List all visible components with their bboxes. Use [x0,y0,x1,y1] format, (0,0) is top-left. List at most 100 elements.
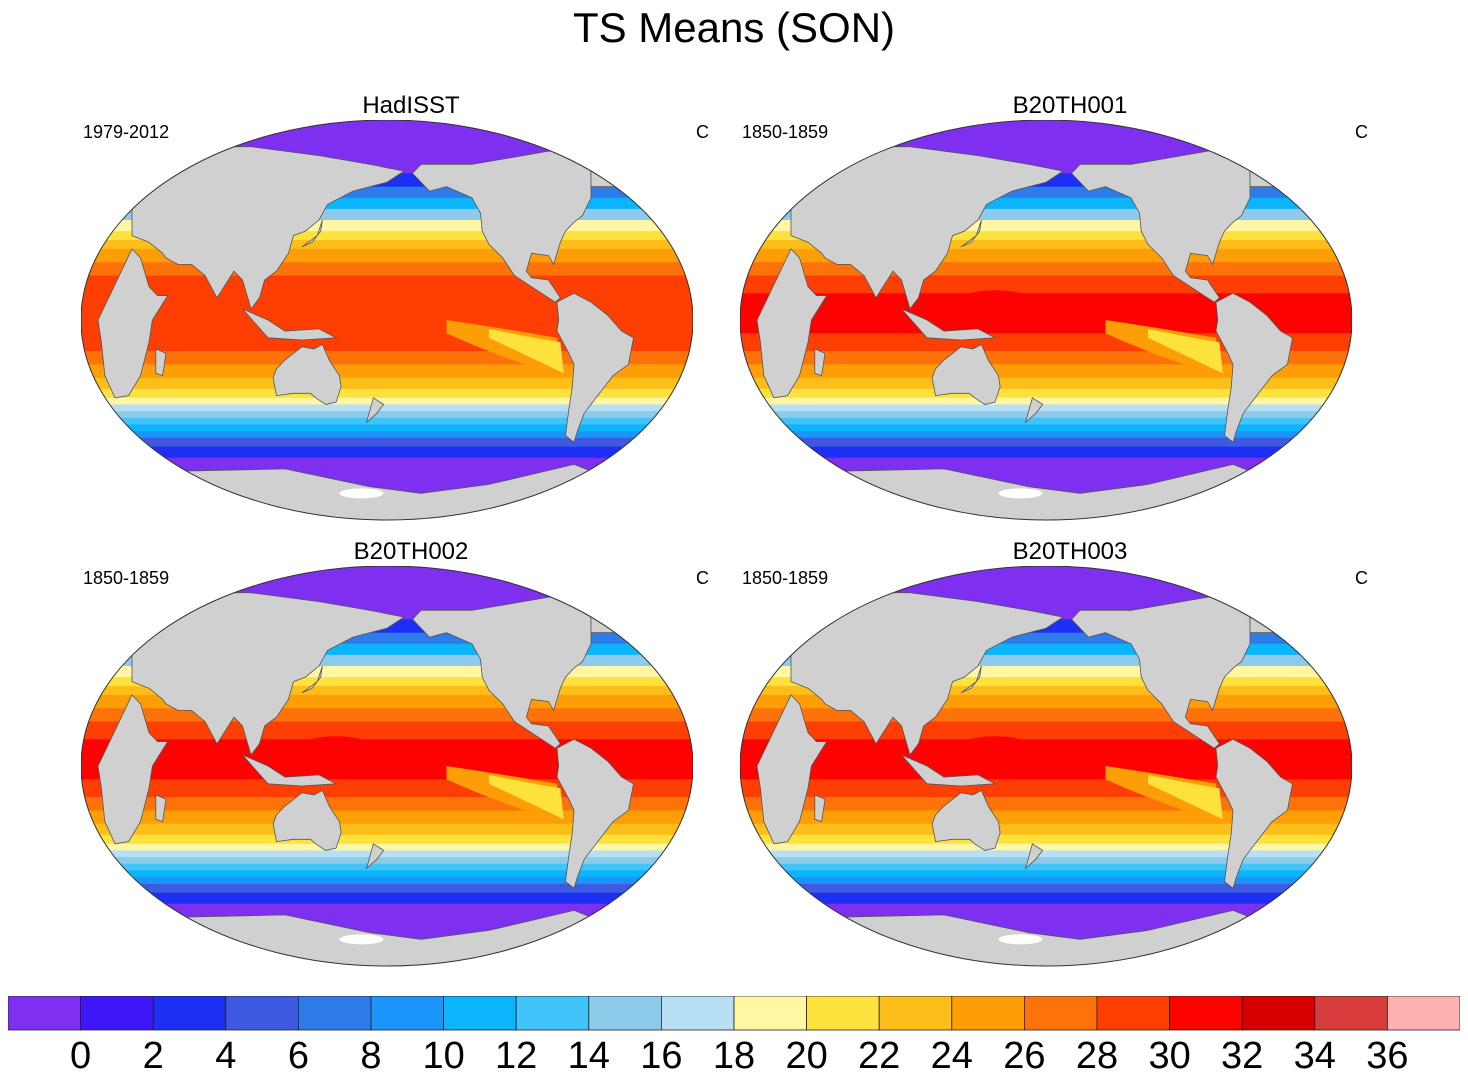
temperature-band [740,721,1352,740]
colorbar-tick-label: 8 [360,1035,382,1077]
panel-title: B20TH003 [1012,538,1128,565]
colorbar-swatch [225,996,299,1031]
warm-pool [957,290,1033,315]
sst-map [81,120,693,521]
colorbar-tick-label: 26 [1003,1035,1046,1077]
warm-pool [298,736,374,761]
colorbar-swatch [1024,996,1098,1031]
panel-period: 1850-1859 [742,568,829,588]
temperature-band [81,708,693,723]
temperature-band [740,863,1352,872]
ice-shelf [339,934,384,945]
temperature-band [740,262,1352,277]
temperature-band [81,120,693,174]
cold-tongue-core [1148,328,1223,374]
colorbar-swatch [878,996,953,1031]
temperature-band [740,446,1352,459]
temperature-band [740,834,1352,845]
land-europe [658,159,693,221]
colorbar-swatch [80,996,154,1031]
temperature-band [81,721,693,740]
temperature-band [740,883,1352,894]
temperature-band [740,708,1352,723]
temperature-band [81,632,693,645]
temperature-band [740,857,1352,865]
temperature-band [81,404,693,412]
land-newZealand [365,397,385,424]
land-australia [272,789,342,851]
map-panel-b20th002: B20TH002 1850-1859 C [81,538,741,978]
temperature-band [81,863,693,872]
sst-map [740,120,1352,521]
temperature-band [81,397,693,406]
temperature-band [81,186,693,199]
colorbar-tick-label: 4 [215,1035,237,1077]
temperature-band [740,424,1352,432]
colorbar-tick-label: 6 [287,1035,309,1077]
temperature-band [81,197,693,210]
land-madagascar [155,794,167,823]
temperature-band [740,686,1352,696]
map-outline [740,120,1352,521]
temperature-band [740,850,1352,858]
colorbar-tick-label: 32 [1221,1035,1264,1077]
temperature-band [81,843,693,852]
land-europe [1317,605,1352,667]
panel-period: 1979-2012 [83,122,170,142]
map-panel-b20th001: B20TH001 1850-1859 C [740,92,1400,532]
land-eurasia [131,146,406,310]
land-africa [756,248,828,399]
land-eurasia [790,146,1065,310]
temperature-band [740,220,1352,232]
panel-units: C [696,122,709,142]
temperature-band [740,275,1352,294]
temperature-band [740,823,1352,836]
land-japan [301,665,323,694]
colorbar-tick-label: 18 [712,1035,756,1077]
map-outline [740,566,1352,967]
temperature-band [740,388,1352,399]
figure-title: TS Means (SON) [572,4,896,51]
land-newZealand [365,843,385,870]
land-britain [678,636,691,656]
colorbar-swatch [8,996,81,1031]
colorbar-tick-label: 20 [785,1035,828,1077]
temperature-band [81,643,693,656]
colorbar-tick-label: 2 [142,1035,164,1077]
temperature-band [740,877,1352,885]
colorbar-swatch [1314,996,1388,1031]
panel-title: HadISST [362,92,460,119]
temperature-band [740,437,1352,448]
cold-tongue-core [489,774,564,820]
temperature-band [740,870,1352,878]
temperature-band [740,197,1352,210]
land-indonesia [242,308,338,341]
temperature-band [81,411,693,419]
colorbar-swatch [297,996,372,1031]
temperature-band [740,843,1352,852]
cold-tongue [446,320,561,376]
temperature-band [740,431,1352,439]
colorbar-tick-label: 12 [495,1035,538,1077]
temperature-band [81,892,693,905]
temperature-band [740,632,1352,645]
temperature-band [81,566,693,620]
temperature-band [81,388,693,399]
temperature-band [81,677,693,687]
land-madagascar [814,348,826,377]
land-southAmerica [556,738,634,889]
map-outline [81,566,693,967]
temperature-band [81,686,693,696]
panel-period: 1850-1859 [742,122,829,142]
panel-period: 1850-1859 [83,568,170,588]
temperature-band [81,220,693,232]
temperature-band [81,857,693,865]
colorbar-tick-label: 10 [422,1035,465,1077]
temperature-band [81,870,693,878]
temperature-band [81,446,693,459]
temperature-band [740,566,1352,620]
temperature-band [81,417,693,426]
temperature-band [81,424,693,432]
ocean-field [81,120,693,520]
colorbar-tick-label: 24 [930,1035,973,1077]
